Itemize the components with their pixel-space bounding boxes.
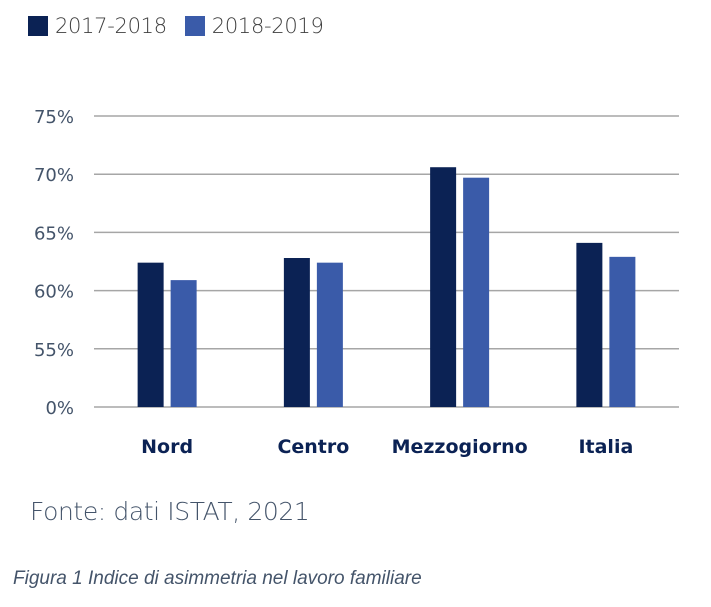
y-tick-label: 65% — [34, 223, 74, 244]
bar-chart: 0% 55% 60% 65% 70% 75% Nord Centro Mezzogiorno I… — [34, 107, 679, 458]
y-tick-label: 70% — [34, 165, 74, 186]
x-category-label: Italia — [578, 436, 633, 458]
y-tick-label: 0% — [45, 398, 74, 419]
bar-mezzogiorno-2018-2019 — [463, 177, 490, 407]
legend-swatch-2017-2018 — [28, 16, 48, 36]
legend-swatch-2018-2019 — [184, 16, 205, 36]
bar-centro-2017-2018 — [283, 258, 310, 407]
x-axis-categories: Nord Centro Mezzogiorno Italia — [141, 436, 633, 458]
legend-label-2018-2019: 2018-2019 — [211, 14, 324, 38]
bar-italia-2017-2018 — [576, 242, 603, 407]
legend-item-2018-2019: 2018-2019 — [184, 14, 324, 38]
y-tick-label: 55% — [34, 340, 74, 361]
x-category-label: Centro — [277, 436, 349, 458]
bar-nord-2018-2019 — [170, 280, 197, 407]
bars — [137, 167, 636, 407]
bar-centro-2018-2019 — [316, 262, 343, 407]
x-category-label: Mezzogiorno — [392, 436, 528, 458]
legend-label-2017-2018: 2017-2018 — [55, 14, 167, 38]
source-note: Fonte: dati ISTAT, 2021 — [30, 497, 310, 526]
figure-caption: Figura 1 Indice di asimmetria nel lavoro… — [13, 568, 422, 589]
y-tick-label: 60% — [34, 282, 74, 303]
y-tick-label: 75% — [34, 107, 74, 128]
legend-item-2017-2018: 2017-2018 — [28, 14, 167, 38]
y-axis-ticks: 0% 55% 60% 65% 70% 75% — [34, 107, 74, 419]
bar-italia-2018-2019 — [609, 256, 636, 407]
chart-legend: 2017-2018 2018-2019 — [28, 14, 342, 38]
bar-mezzogiorno-2017-2018 — [430, 167, 457, 407]
x-category-label: Nord — [141, 436, 193, 458]
bar-nord-2017-2018 — [137, 262, 164, 407]
